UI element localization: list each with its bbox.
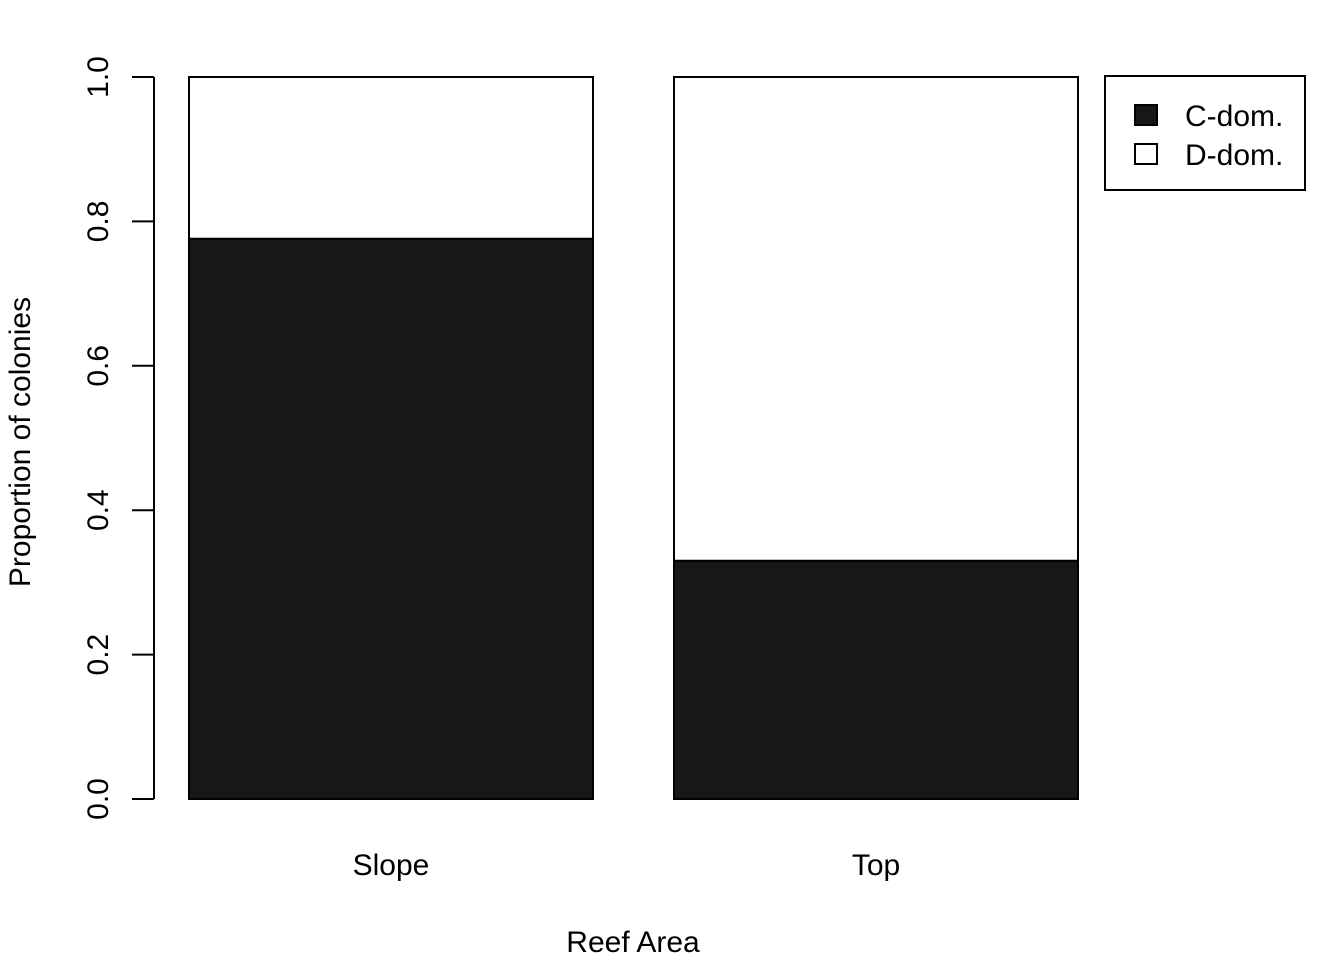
bars-layer: [188, 76, 1079, 800]
legend-swatch: [1134, 104, 1158, 126]
bar-slope-series-0: [188, 237, 594, 800]
legend-label: C-dom.: [1185, 100, 1283, 133]
y-tick-label: 0.8: [82, 201, 115, 243]
y-tick-label: 0.2: [82, 634, 115, 676]
x-axis-title: Reef Area: [566, 926, 700, 959]
x-tick-label: Slope: [353, 849, 430, 882]
y-tick-label: 0.6: [82, 345, 115, 387]
y-tick-label: 0.0: [82, 778, 115, 820]
y-axis: 0.0 0.2 0.4 0.6 0.8 1.0: [82, 56, 155, 820]
legend-label: D-dom.: [1185, 139, 1283, 172]
y-axis-title: Proportion of colonies: [4, 297, 37, 587]
legend-swatch: [1134, 143, 1158, 165]
legend-box: [1104, 75, 1306, 191]
x-tick-label: Top: [852, 849, 900, 882]
y-tick-label: 0.4: [82, 489, 115, 531]
y-tick-label: 1.0: [82, 56, 115, 98]
legend: C-dom. D-dom.: [1104, 75, 1306, 191]
bar-top-series-1: [673, 76, 1079, 562]
bar-top-series-0: [673, 559, 1079, 800]
bar-slope-series-1: [188, 76, 594, 240]
x-axis: Slope Top: [353, 849, 901, 882]
